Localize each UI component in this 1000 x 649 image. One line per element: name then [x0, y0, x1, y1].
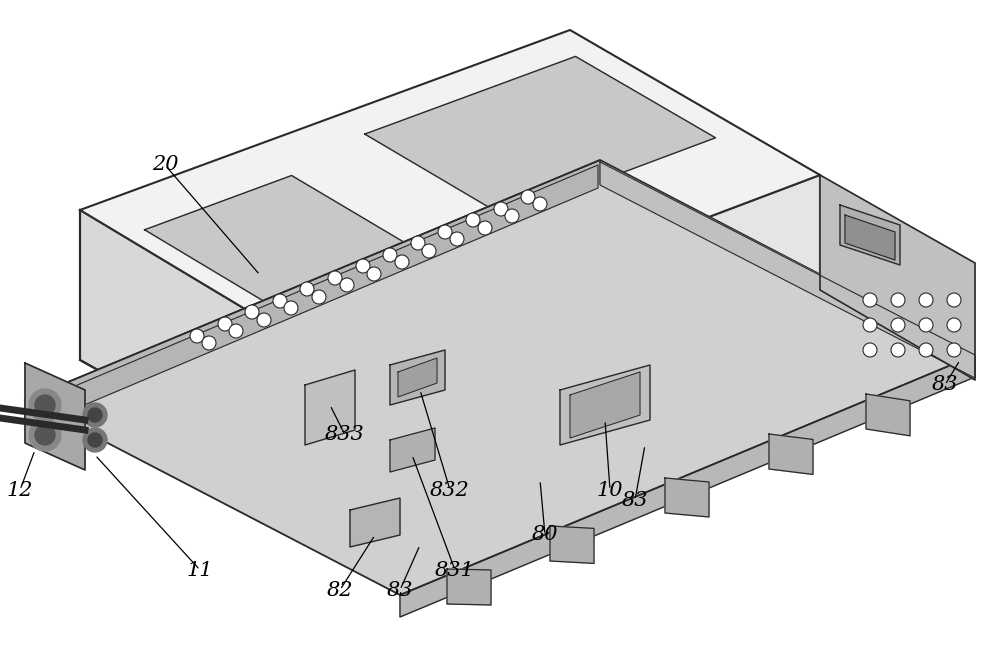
Circle shape — [88, 433, 102, 447]
Circle shape — [863, 343, 877, 357]
Polygon shape — [845, 215, 895, 260]
Circle shape — [383, 248, 397, 262]
Text: 10: 10 — [597, 480, 623, 500]
Circle shape — [891, 293, 905, 307]
Polygon shape — [769, 434, 813, 474]
Text: 20: 20 — [152, 156, 178, 175]
Polygon shape — [390, 428, 435, 472]
Circle shape — [947, 318, 961, 332]
Polygon shape — [866, 394, 910, 435]
Polygon shape — [398, 358, 437, 397]
Polygon shape — [820, 175, 975, 380]
Circle shape — [218, 317, 232, 331]
Polygon shape — [600, 162, 975, 378]
Circle shape — [328, 271, 342, 285]
Text: 83: 83 — [622, 491, 648, 509]
Text: 12: 12 — [7, 480, 33, 500]
Text: 83: 83 — [932, 376, 958, 395]
Circle shape — [229, 324, 243, 338]
Polygon shape — [447, 569, 491, 605]
Circle shape — [83, 428, 107, 452]
Circle shape — [891, 318, 905, 332]
Circle shape — [919, 318, 933, 332]
Polygon shape — [25, 160, 975, 595]
Circle shape — [863, 293, 877, 307]
Polygon shape — [30, 165, 598, 428]
Circle shape — [422, 244, 436, 258]
Circle shape — [284, 301, 298, 315]
Circle shape — [521, 190, 535, 204]
Circle shape — [494, 202, 508, 216]
Text: 82: 82 — [327, 580, 353, 600]
Circle shape — [863, 318, 877, 332]
Polygon shape — [570, 372, 640, 438]
Polygon shape — [80, 30, 820, 360]
Circle shape — [257, 313, 271, 327]
Circle shape — [83, 403, 107, 427]
Circle shape — [356, 259, 370, 273]
Polygon shape — [80, 210, 330, 500]
Polygon shape — [560, 365, 650, 445]
Circle shape — [367, 267, 381, 281]
Circle shape — [88, 408, 102, 422]
Circle shape — [300, 282, 314, 296]
Polygon shape — [350, 498, 400, 547]
Polygon shape — [400, 355, 975, 617]
Circle shape — [395, 255, 409, 269]
Circle shape — [340, 278, 354, 292]
Polygon shape — [25, 363, 85, 470]
Circle shape — [190, 329, 204, 343]
Text: 80: 80 — [532, 526, 558, 545]
Polygon shape — [840, 205, 900, 265]
Text: 833: 833 — [325, 426, 365, 445]
Circle shape — [202, 336, 216, 350]
Circle shape — [891, 343, 905, 357]
Circle shape — [29, 419, 61, 451]
Circle shape — [35, 425, 55, 445]
Circle shape — [919, 293, 933, 307]
Polygon shape — [305, 370, 355, 445]
Polygon shape — [25, 160, 600, 422]
Text: 83: 83 — [387, 580, 413, 600]
Circle shape — [29, 389, 61, 421]
Circle shape — [533, 197, 547, 211]
Circle shape — [947, 343, 961, 357]
Polygon shape — [550, 526, 594, 563]
Polygon shape — [390, 350, 445, 405]
Circle shape — [411, 236, 425, 250]
Circle shape — [947, 293, 961, 307]
Circle shape — [478, 221, 492, 235]
Circle shape — [505, 209, 519, 223]
Circle shape — [245, 305, 259, 319]
Polygon shape — [145, 175, 427, 311]
Text: 832: 832 — [430, 480, 470, 500]
Polygon shape — [665, 478, 709, 517]
Polygon shape — [330, 175, 820, 500]
Circle shape — [466, 213, 480, 227]
Circle shape — [450, 232, 464, 246]
Circle shape — [438, 225, 452, 239]
Text: 831: 831 — [435, 561, 475, 580]
Circle shape — [35, 395, 55, 415]
Circle shape — [273, 294, 287, 308]
Polygon shape — [365, 56, 716, 217]
Circle shape — [312, 290, 326, 304]
Circle shape — [919, 343, 933, 357]
Text: 11: 11 — [187, 561, 213, 580]
